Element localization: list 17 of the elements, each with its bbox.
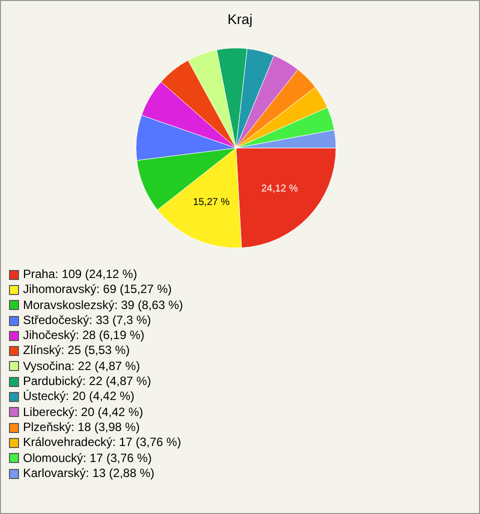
legend-label: Pardubický: 22 (4,87 %) bbox=[23, 374, 152, 390]
legend-label: Jihomoravský: 69 (15,27 %) bbox=[23, 282, 172, 298]
legend-label: Moravskoslezský: 39 (8,63 %) bbox=[23, 298, 184, 313]
legend-label: Praha: 109 (24,12 %) bbox=[23, 267, 138, 282]
legend-label: Vysočina: 22 (4,87 %) bbox=[23, 358, 140, 374]
legend-label: Zlínský: 25 (5,53 %) bbox=[23, 343, 130, 359]
data-label: 15,27 % bbox=[192, 197, 230, 208]
chart-title: Kraj bbox=[226, 11, 254, 29]
legend-label: Královehradecký: 17 (3,76 %) bbox=[23, 435, 182, 451]
data-label: 24,12 % bbox=[261, 184, 298, 195]
legend-label: Ústecký: 20 (4,42 %) bbox=[23, 389, 134, 405]
legend-label: Jihočeský: 28 (6,19 %) bbox=[23, 328, 144, 344]
legend-label: Liberecký: 20 (4,42 %) bbox=[23, 404, 144, 420]
legend-label: Karlovarský: 13 (2,88 %) bbox=[23, 466, 154, 482]
legend-label: Středočeský: 33 (7,3 %) bbox=[23, 312, 152, 328]
legend-label: Plzeňský: 18 (3,98 %) bbox=[23, 420, 140, 436]
legend-label: Olomoucký: 17 (3,76 %) bbox=[23, 450, 152, 466]
